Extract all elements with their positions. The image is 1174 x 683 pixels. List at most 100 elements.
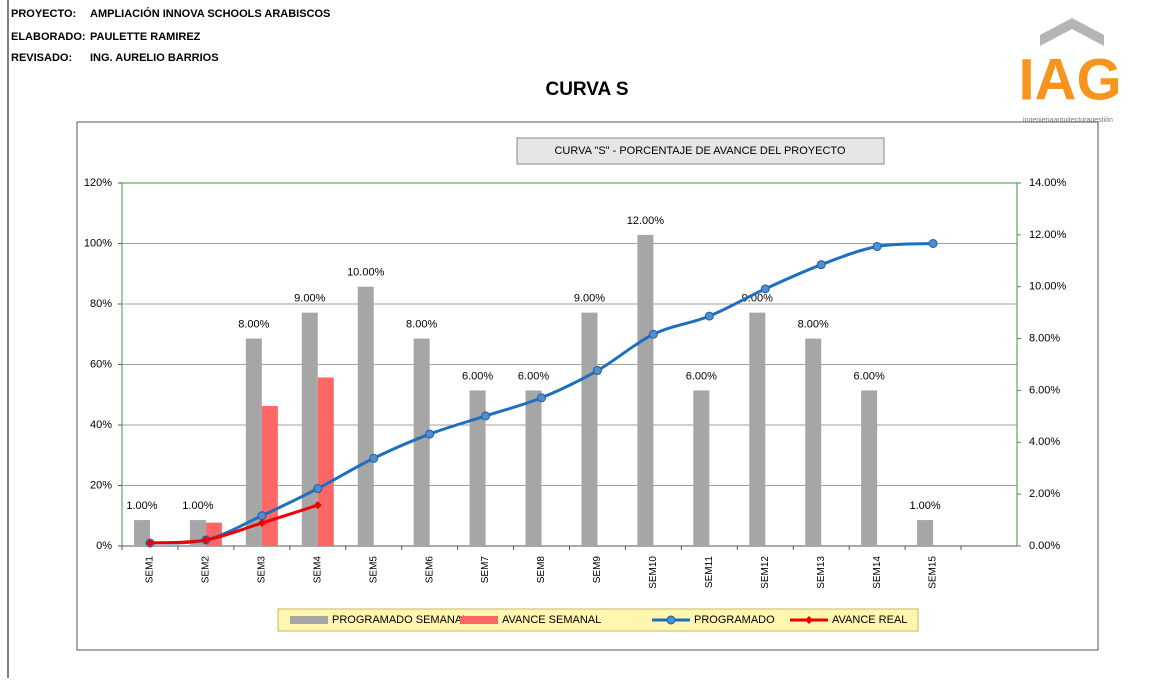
bar bbox=[133, 520, 150, 546]
line-point bbox=[928, 239, 938, 248]
chart-title-box bbox=[516, 137, 885, 165]
x-tick-label: SEM10 bbox=[648, 556, 659, 589]
data-label: 12.00% bbox=[627, 215, 665, 227]
data-label: 9.00% bbox=[574, 293, 605, 305]
y2-tick-label: 14.00% bbox=[1029, 177, 1067, 189]
x-tick-label: SEM9 bbox=[592, 556, 603, 584]
line-point bbox=[872, 242, 882, 252]
line-point bbox=[313, 484, 323, 494]
x-tick-label: SEM6 bbox=[424, 556, 435, 584]
data-label: 8.00% bbox=[798, 318, 829, 330]
legend-label: PROGRAMADO SEMANAL bbox=[332, 614, 468, 626]
logo-roof bbox=[1040, 18, 1104, 46]
line-point bbox=[481, 411, 491, 421]
data-label: 9.00% bbox=[294, 293, 325, 305]
x-tick-label: SEM4 bbox=[312, 556, 323, 584]
bar bbox=[317, 377, 334, 546]
legend-label: AVANCE REAL bbox=[832, 614, 907, 626]
y-tick-label: 100% bbox=[84, 237, 112, 249]
bar bbox=[749, 312, 766, 546]
x-tick-label: SEM7 bbox=[480, 556, 491, 584]
bar bbox=[413, 338, 430, 546]
y2-tick-label: 6.00% bbox=[1029, 384, 1060, 396]
bar bbox=[525, 390, 542, 546]
bar bbox=[693, 390, 710, 546]
x-tick-label: SEM12 bbox=[760, 556, 771, 589]
y-tick-label: 20% bbox=[90, 479, 112, 491]
header-label: PROYECTO: bbox=[11, 8, 76, 20]
header: PROYECTO: AMPLIACIÓN INNOVA SCHOOLS ARAB… bbox=[11, 7, 330, 64]
x-tick-label: SEM11 bbox=[704, 556, 715, 588]
y-tick-label: 120% bbox=[84, 177, 112, 189]
header-value: ING. AURELIO BARRIOS bbox=[90, 52, 219, 64]
header-value: PAULETTE RAMIREZ bbox=[90, 31, 201, 43]
line-point bbox=[145, 538, 154, 547]
data-label: 8.00% bbox=[238, 318, 269, 330]
x-tick-label: SEM14 bbox=[872, 556, 883, 589]
x-tick-label: SEM2 bbox=[201, 556, 212, 584]
logo-text: IAG bbox=[1018, 47, 1121, 112]
legend-swatch bbox=[460, 616, 498, 624]
bar bbox=[861, 390, 878, 546]
data-label: 6.00% bbox=[518, 370, 549, 382]
line-point bbox=[648, 329, 658, 339]
line-point bbox=[592, 366, 602, 376]
line-point bbox=[257, 511, 267, 521]
data-label: 10.00% bbox=[347, 267, 385, 279]
legend-marker bbox=[666, 615, 676, 625]
x-tick-label: SEM15 bbox=[928, 556, 939, 589]
y2-tick-label: 2.00% bbox=[1029, 488, 1060, 500]
bar bbox=[805, 338, 822, 546]
line-point bbox=[201, 535, 210, 544]
y2-tick-label: 4.00% bbox=[1029, 436, 1060, 448]
bar bbox=[261, 405, 278, 546]
data-label: 1.00% bbox=[182, 500, 213, 512]
bar bbox=[357, 286, 374, 546]
legend-label: PROGRAMADO bbox=[694, 614, 775, 626]
bar bbox=[637, 234, 654, 546]
header-value: AMPLIACIÓN INNOVA SCHOOLS ARABISCOS bbox=[90, 7, 330, 20]
line-point bbox=[257, 519, 266, 528]
data-label: 6.00% bbox=[854, 370, 885, 382]
y-tick-label: 60% bbox=[90, 358, 112, 370]
header-label: REVISADO: bbox=[11, 52, 72, 64]
legend-label: AVANCE SEMANAL bbox=[502, 614, 601, 626]
legend-swatch bbox=[290, 616, 328, 624]
data-label: 6.00% bbox=[462, 370, 493, 382]
y-tick-label: 80% bbox=[90, 298, 112, 310]
legend-marker bbox=[805, 616, 813, 624]
line-point bbox=[425, 429, 435, 439]
legend-box bbox=[277, 608, 919, 632]
x-tick-label: SEM1 bbox=[145, 556, 156, 584]
y2-tick-label: 12.00% bbox=[1029, 229, 1067, 241]
line-point bbox=[369, 453, 379, 463]
x-tick-label: SEM3 bbox=[256, 556, 267, 584]
line-point bbox=[704, 311, 714, 321]
y2-tick-label: 8.00% bbox=[1029, 332, 1060, 344]
line-point bbox=[313, 501, 322, 510]
x-tick-label: SEM5 bbox=[368, 556, 379, 584]
header-label: ELABORADO: bbox=[11, 31, 86, 43]
series-line bbox=[149, 503, 319, 545]
x-tick-label: SEM8 bbox=[536, 556, 547, 584]
logo: IAG ingenieriaarquitecturagestión bbox=[1018, 18, 1122, 124]
bar bbox=[917, 520, 934, 546]
data-label: 8.00% bbox=[406, 318, 437, 330]
line-point bbox=[537, 393, 547, 403]
data-label: 1.00% bbox=[909, 500, 940, 512]
line-point bbox=[816, 260, 826, 270]
x-tick-label: SEM13 bbox=[816, 556, 827, 589]
line-point bbox=[760, 284, 770, 294]
data-label: 1.00% bbox=[126, 500, 157, 512]
bar bbox=[581, 312, 598, 546]
page-title: CURVA S bbox=[545, 79, 628, 100]
logo-tagline: ingenieriaarquitecturagestión bbox=[1023, 117, 1113, 124]
y-tick-label: 40% bbox=[90, 419, 112, 431]
y-tick-label: 0% bbox=[96, 540, 112, 552]
chart-title: CURVA "S" - PORCENTAJE DE AVANCE DEL PRO… bbox=[554, 145, 845, 157]
y2-tick-label: 10.00% bbox=[1029, 281, 1067, 293]
bar bbox=[245, 338, 262, 546]
bar bbox=[469, 390, 486, 546]
